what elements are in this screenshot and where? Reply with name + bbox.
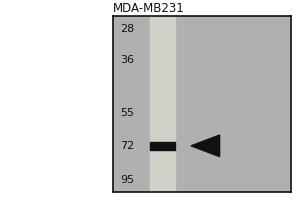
Text: MDA-MB231: MDA-MB231 — [112, 2, 184, 15]
Text: 36: 36 — [120, 55, 134, 65]
Polygon shape — [191, 135, 220, 157]
Bar — [150, 142, 175, 150]
Text: 95: 95 — [120, 175, 134, 185]
Text: 55: 55 — [120, 108, 134, 118]
Text: 72: 72 — [120, 141, 134, 151]
Text: 28: 28 — [120, 24, 134, 34]
Bar — [150, 16, 175, 192]
